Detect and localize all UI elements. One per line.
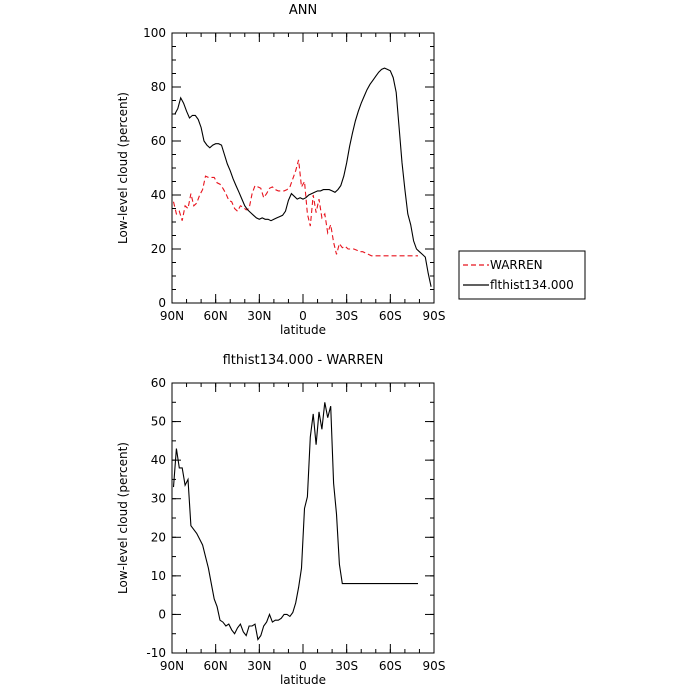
x-tick-label: 90N: [160, 309, 184, 323]
x-tick-label: 30N: [247, 309, 271, 323]
plot-frame: [171, 382, 435, 654]
x-axis-label: latitude: [280, 673, 326, 687]
y-tick-label: 40: [151, 188, 166, 202]
series-line-difference: [172, 402, 418, 641]
x-tick-label: 90N: [160, 659, 184, 673]
y-tick-label: 0: [158, 296, 166, 310]
x-tick-label: 30S: [335, 659, 358, 673]
y-tick-label: 80: [151, 80, 166, 94]
x-tick-label: 0: [299, 659, 307, 673]
plot-frame: [171, 32, 435, 304]
series-line-warren: [172, 159, 418, 257]
x-tick-label: 60S: [379, 659, 402, 673]
chart-panel-1: 90N 60N 30N 0 30S 60S 90S 0 20 40 60 80 100 ANN latitu…: [116, 3, 586, 337]
y-tick-label: 40: [151, 453, 166, 467]
x-tick-label: 60N: [204, 309, 228, 323]
legend: WARREN flthist134.000: [458, 250, 586, 300]
legend-box: [458, 250, 586, 300]
x-axis-label: latitude: [280, 323, 326, 337]
y-tick-label: -10: [146, 646, 166, 660]
chart-title: ANN: [289, 3, 317, 18]
y-axis-label: Low-level cloud (percent): [116, 92, 130, 244]
x-tick-label: 90S: [423, 659, 446, 673]
y-tick-label: 60: [151, 376, 166, 390]
y-tick-label: 20: [151, 242, 166, 256]
y-tick-label: 10: [151, 569, 166, 583]
y-tick-label: 20: [151, 530, 166, 544]
x-tick-label: 30N: [247, 659, 271, 673]
chart-title: flthist134.000 - WARREN: [223, 353, 384, 368]
chart-panel-2: 90N 60N 30N 0 30S 60S 90S -10 0 10 20 30 40 50 60 flthi…: [116, 353, 445, 687]
legend-label: flthist134.000: [490, 278, 574, 292]
y-tick-label: 100: [143, 26, 166, 40]
y-tick-label: 50: [151, 415, 166, 429]
y-tick-label: 0: [158, 607, 166, 621]
y-axis-label: Low-level cloud (percent): [116, 442, 130, 594]
x-tick-label: 60N: [204, 659, 228, 673]
x-tick-label: 60S: [379, 309, 402, 323]
legend-label: WARREN: [490, 258, 543, 272]
x-tick-label: 0: [299, 309, 307, 323]
x-tick-label: 90S: [423, 309, 446, 323]
series-line-flthist134-000: [174, 67, 432, 287]
y-tick-label: 30: [151, 492, 166, 506]
y-tick-label: 60: [151, 134, 166, 148]
x-tick-label: 30S: [335, 309, 358, 323]
